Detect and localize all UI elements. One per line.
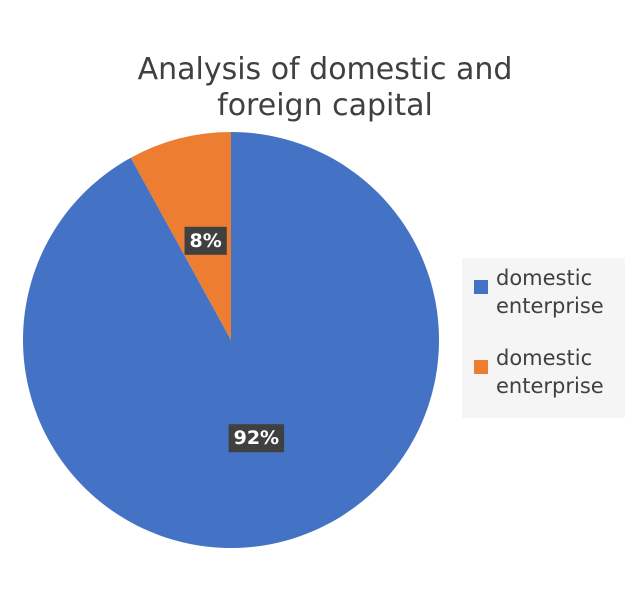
legend-swatch	[474, 280, 488, 294]
data-label: 92%	[234, 427, 279, 449]
legend-label: domestic enterprise	[496, 346, 604, 398]
chart-title: Analysis of domestic and foreign capital	[137, 52, 513, 123]
data-label-group: 92%	[228, 424, 285, 453]
legend-entry: domestic enterprise	[474, 344, 621, 400]
legend-label: domestic enterprise	[496, 266, 604, 318]
data-label: 8%	[190, 230, 222, 252]
data-label-bg	[184, 226, 227, 255]
legend: domestic enterprise domestic enterprise	[462, 258, 625, 418]
data-label-bg	[228, 424, 285, 453]
pie-slice	[22, 132, 439, 548]
data-label-group: 8%	[184, 226, 227, 255]
legend-entry: domestic enterprise	[474, 264, 621, 320]
legend-swatch	[474, 360, 488, 374]
pie-slice	[130, 132, 231, 340]
